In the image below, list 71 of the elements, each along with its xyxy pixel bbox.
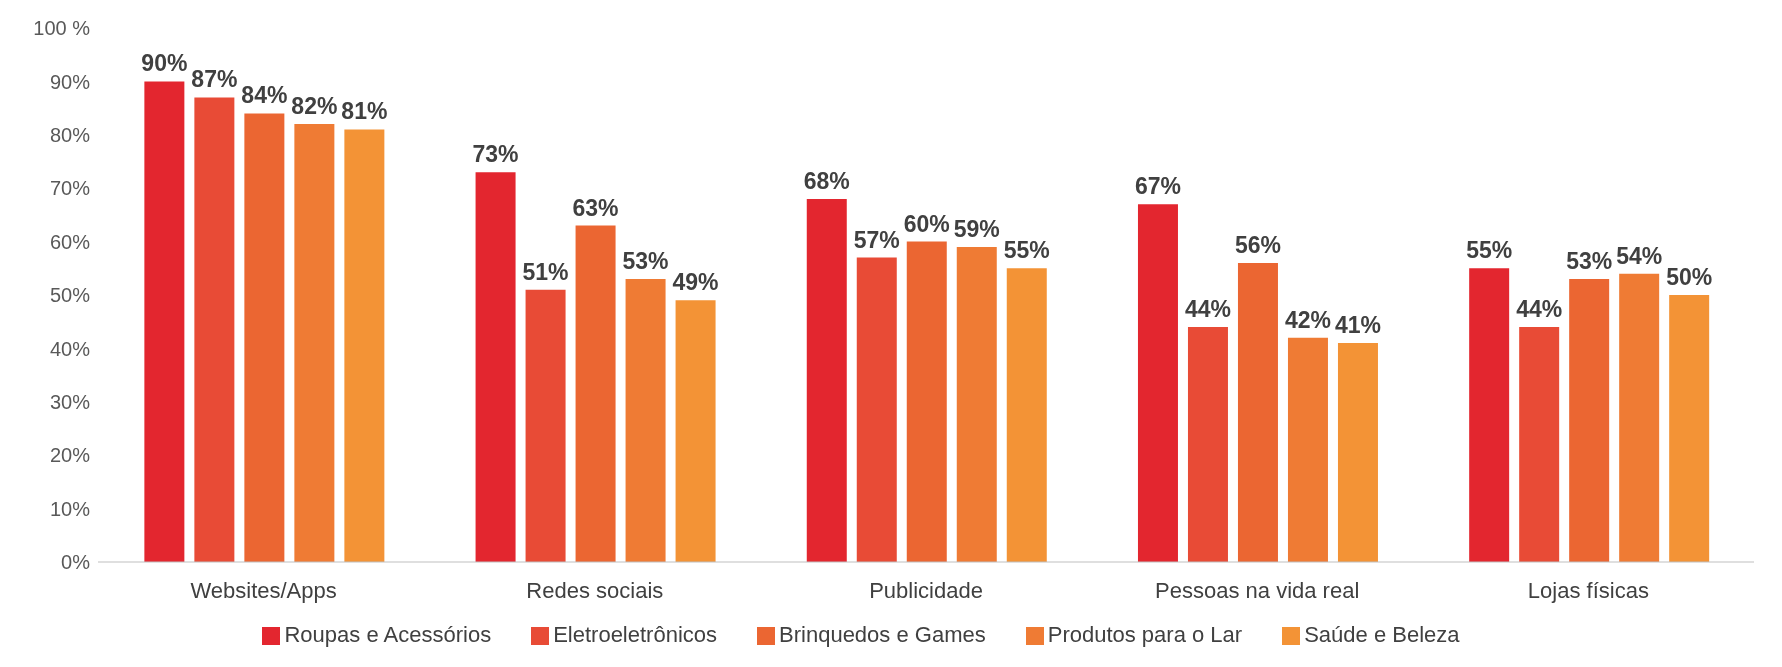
data-label: 53% — [1566, 247, 1613, 274]
bar — [675, 300, 716, 562]
bar — [475, 172, 516, 562]
data-label: 59% — [953, 215, 1000, 242]
bar — [525, 289, 566, 562]
x-tick-label: Websites/Apps — [190, 577, 337, 603]
y-tick-label: 20% — [49, 444, 91, 467]
bar — [1469, 268, 1510, 562]
bar — [294, 124, 335, 562]
data-label: 56% — [1234, 231, 1281, 258]
y-tick-label: 0% — [61, 551, 91, 574]
y-tick-label: 100 % — [33, 17, 91, 40]
data-label: 68% — [803, 167, 850, 194]
y-tick-label: 80% — [49, 123, 91, 146]
data-label: 84% — [241, 82, 288, 109]
data-label: 55% — [1466, 237, 1513, 264]
bar — [906, 241, 947, 562]
bar — [194, 97, 235, 562]
data-label: 57% — [853, 226, 900, 253]
x-tick-label: Publicidade — [869, 577, 983, 603]
legend-label: Eletroeletrônicos — [553, 622, 718, 647]
data-label: 50% — [1666, 264, 1713, 290]
y-tick-label: 60% — [49, 230, 91, 253]
bar — [1187, 327, 1228, 562]
bar — [1237, 262, 1278, 562]
x-tick-label: Redes sociais — [526, 577, 664, 603]
x-tick-label: Lojas físicas — [1527, 577, 1649, 603]
data-label: 81% — [341, 98, 388, 125]
data-label: 82% — [291, 93, 338, 120]
bar — [144, 81, 185, 562]
bar — [1006, 268, 1047, 562]
data-label: 55% — [1003, 237, 1050, 264]
data-label: 53% — [622, 247, 669, 274]
data-label: 60% — [903, 210, 950, 237]
bar — [1137, 204, 1178, 562]
y-tick-label: 10% — [49, 497, 91, 520]
bar — [575, 225, 616, 562]
data-label: 49% — [672, 269, 719, 296]
y-tick-label: 50% — [49, 284, 91, 307]
data-label: 63% — [572, 194, 619, 221]
legend-label: Produtos para o Lar — [1047, 622, 1243, 647]
y-tick-label: 70% — [49, 177, 91, 200]
bar — [625, 278, 666, 562]
x-tick-label: Pessoas na vida real — [1155, 577, 1360, 603]
data-label: 44% — [1516, 296, 1563, 323]
data-label: 42% — [1284, 306, 1331, 333]
y-tick-label: 40% — [49, 337, 91, 360]
legend-label: Brinquedos e Games — [779, 622, 986, 647]
y-tick-label: 90% — [49, 70, 91, 93]
bar — [1519, 327, 1560, 562]
bar — [806, 198, 847, 562]
bar — [344, 129, 385, 562]
bar — [956, 246, 997, 562]
bar — [1287, 337, 1328, 562]
data-label: 87% — [191, 66, 238, 93]
bar — [1619, 273, 1660, 562]
bar — [1337, 343, 1378, 562]
bar — [244, 113, 285, 562]
data-label: 73% — [472, 141, 519, 168]
bar — [1669, 295, 1710, 562]
data-label: 44% — [1184, 296, 1231, 323]
bar — [1569, 278, 1610, 562]
legend-label: Saúde e Beleza — [1304, 622, 1460, 647]
data-label: 51% — [522, 258, 569, 285]
data-label: 67% — [1134, 173, 1181, 200]
legend-label: Roupas e Acessórios — [284, 622, 492, 647]
bar — [856, 257, 897, 562]
data-label: 54% — [1616, 242, 1663, 269]
data-label: 90% — [141, 50, 188, 77]
y-tick-label: 30% — [49, 390, 91, 413]
data-label: 41% — [1334, 312, 1381, 339]
